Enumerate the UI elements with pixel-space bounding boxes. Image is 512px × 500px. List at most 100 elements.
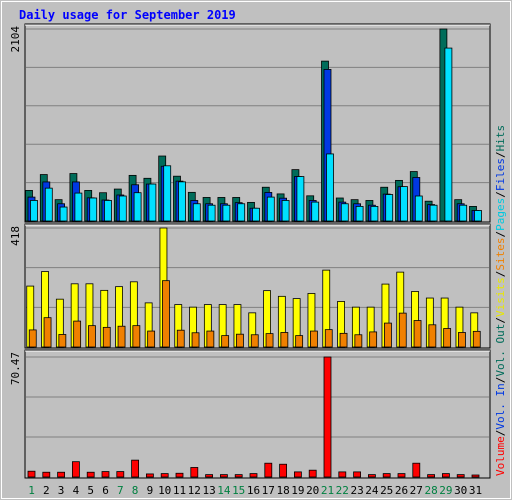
bar-sites-day-6 [102,326,111,348]
bar-pages-day-17 [266,196,275,222]
bar-sites-day-3 [58,334,67,348]
bar-volume-day-26 [397,473,406,478]
x-tick-label: 24 [365,484,379,497]
bar-volume-day-14 [219,474,228,478]
bar-volume-day-8 [131,459,140,478]
bar-pages-day-12 [192,203,201,222]
panel-visits-sites: 418 [9,223,491,349]
bar-pages-day-10 [163,165,172,222]
legend-entry: Vol. Out [494,324,507,377]
bar-volume-day-4 [72,461,80,478]
bar-pages-day-25 [385,194,394,222]
x-tick-label: 23 [350,484,363,497]
bar-volume-day-7 [116,471,125,478]
x-tick-label: 13 [202,484,215,497]
bar-pages-day-30 [459,204,468,222]
panel-hits-files-pages: 2104 [9,23,491,223]
legend-entry: Sites [494,238,507,271]
x-tick-label: 27 [410,484,423,497]
bar-sites-day-4 [73,320,82,348]
bar-volume-day-20 [308,469,317,478]
x-tick-label: 5 [87,484,94,497]
bar-sites-day-1 [28,329,37,348]
x-tick-label: 25 [380,484,393,497]
bar-volume-day-6 [101,471,110,478]
x-tick-label: 19 [291,484,304,497]
bar-volume-day-31 [471,474,480,478]
bar-volume-day-10 [160,473,169,478]
legend-entry: / [494,430,507,437]
x-tick-label: 15 [232,484,245,497]
bar-volume-day-1 [27,470,36,478]
bar-sites-day-27 [413,320,422,348]
bar-sites-day-16 [250,334,259,348]
bar-sites-day-21 [324,329,333,348]
x-tick-label: 7 [117,484,124,497]
bar-sites-day-8 [132,325,141,348]
legend-entry: Files [494,158,507,191]
bar-pages-day-22 [340,203,349,222]
x-tick-label: 16 [247,484,260,497]
bar-volume-day-24 [367,474,376,478]
panel-frame [24,23,491,223]
bar-pages-day-31 [474,210,482,222]
bar-sites-day-18 [280,332,289,348]
bar-pages-day-16 [252,207,260,222]
bar-pages-day-24 [370,205,379,222]
y-tick-label: 70.47 [9,352,22,385]
x-tick-label: 10 [158,484,171,497]
bar-pages-day-23 [355,205,364,222]
y-tick-label: 418 [9,226,22,246]
x-tick-label: 21 [321,484,334,497]
legend-entry: Visits [494,277,507,317]
bar-sites-day-10 [162,280,170,348]
bar-volume-day-15 [234,474,243,478]
bar-volume-day-12 [190,467,199,478]
x-tick-label: 1 [28,484,35,497]
x-tick-label: 2 [43,484,50,497]
bar-volume-day-21 [323,356,332,478]
bar-pages-day-26 [400,186,408,222]
x-tick-label: 17 [262,484,275,497]
y-tick-label: 2104 [9,26,22,53]
bar-pages-day-21 [326,153,334,222]
bar-pages-day-2 [44,187,53,222]
legend-entry: Hits [494,125,507,152]
bar-sites-day-26 [398,312,407,348]
bar-pages-day-13 [207,204,216,222]
bar-volume-day-25 [382,473,391,478]
legend-entry: / [494,317,507,324]
bar-sites-day-13 [206,330,215,348]
legend: Volume/Vol. In/Vol. Out/Visits/Sites/Pag… [494,125,507,476]
bar-sites-day-12 [191,332,200,348]
x-tick-label: 26 [395,484,408,497]
bar-sites-day-24 [369,331,378,348]
bar-pages-day-15 [237,203,246,222]
bar-pages-day-3 [59,206,68,222]
bar-volume-day-23 [353,471,362,478]
bar-volume-day-16 [249,473,258,478]
bar-pages-day-27 [414,195,423,222]
x-tick-label: 14 [217,484,231,497]
bar-sites-day-15 [236,333,244,348]
bar-volume-day-30 [456,474,465,478]
x-axis-labels: 1 2 3 4 5 6 7 8 9 10 11 12 13 14 15 16 17 18 19 20 21 22 23 24 2… [28,484,482,497]
legend-entry: / [494,151,507,158]
x-tick-label: 4 [73,484,80,497]
bar-volume-day-11 [175,472,184,478]
legend-entry: / [494,271,507,278]
x-tick-label: 6 [102,484,109,497]
bar-pages-day-5 [89,197,98,222]
x-tick-label: 28 [424,484,437,497]
x-tick-label: 20 [306,484,319,497]
bar-sites-day-7 [117,325,126,348]
x-tick-label: 29 [439,484,452,497]
bar-volume-day-5 [86,471,95,478]
bar-pages-day-20 [311,201,320,222]
bar-pages-day-19 [296,176,305,222]
bar-sites-day-20 [310,330,318,348]
bar-sites-day-11 [176,329,185,348]
